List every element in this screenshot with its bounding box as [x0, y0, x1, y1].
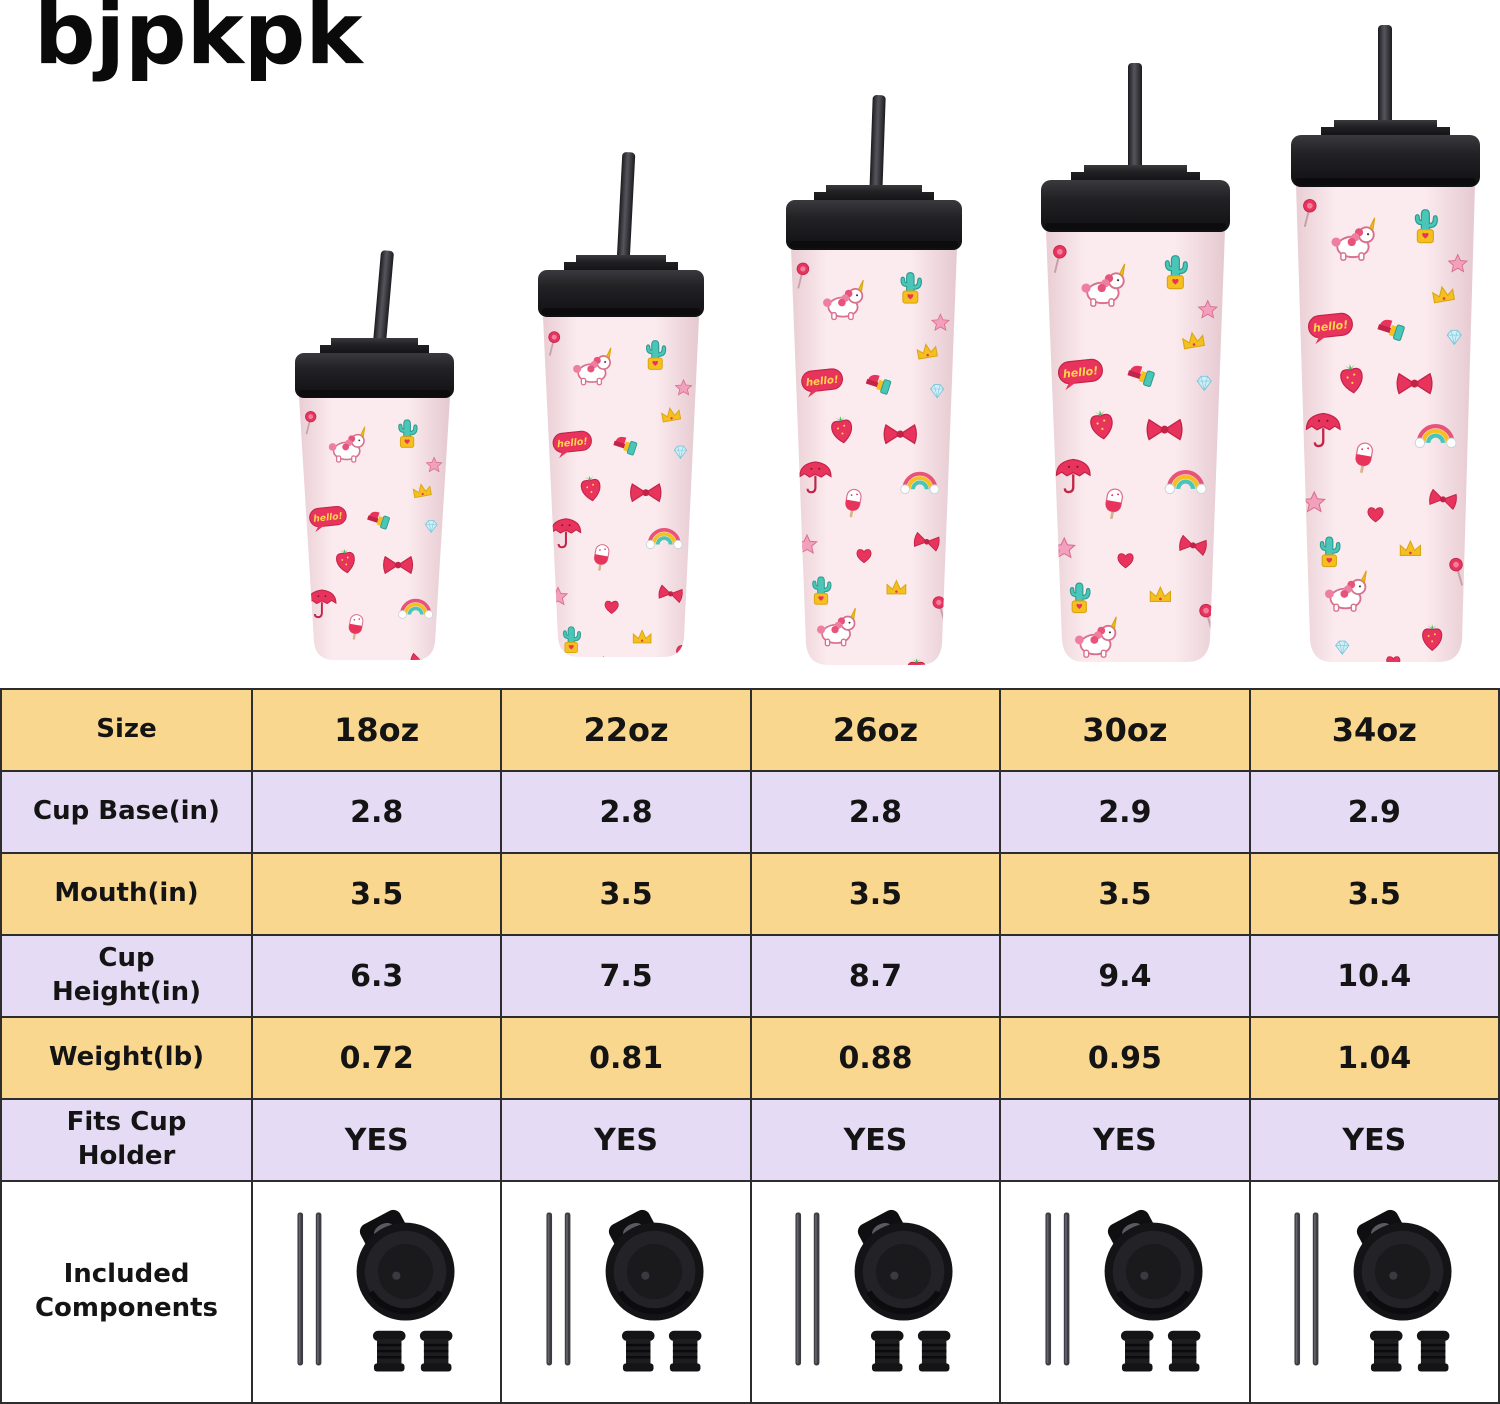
- included-components-cell: [1001, 1182, 1251, 1404]
- tumbler-18oz: [295, 250, 454, 660]
- included-components-cell: [253, 1182, 503, 1404]
- table-row-fits-cup-holder: Fits Cup Holder YES YES YES YES YES: [2, 1100, 1500, 1182]
- spec-value: 18oz: [253, 690, 503, 772]
- row-label-size: Size: [2, 690, 253, 772]
- straw-stopper-icon: [667, 1329, 703, 1373]
- included-components-cell: [751, 1182, 1002, 1404]
- flip-top-lid-icon: [855, 1207, 953, 1321]
- straw-stopper-icon: [870, 1329, 906, 1373]
- tumbler-body: [1296, 185, 1475, 662]
- metal-straws-icon: [297, 1212, 303, 1366]
- included-components-cell: [1250, 1182, 1500, 1404]
- straw-stopper-icon: [418, 1329, 454, 1373]
- spec-value: 3.5: [751, 854, 1002, 936]
- straw-stopper-icon: [1368, 1329, 1405, 1373]
- table-row-size: Size 18oz 22oz 26oz 30oz 34oz: [2, 690, 1500, 772]
- brand-logo: bjpkpk: [34, 0, 363, 84]
- straw-stopper-icon: [1415, 1329, 1452, 1373]
- spec-value: YES: [502, 1100, 752, 1182]
- spec-value: 10.4: [1250, 936, 1500, 1018]
- spec-value: 9.4: [1001, 936, 1251, 1018]
- tumbler-body: [1046, 230, 1225, 662]
- spec-value: YES: [253, 1100, 503, 1182]
- tumbler-body: [543, 317, 699, 657]
- included-components-image: [546, 1204, 728, 1373]
- flip-top-lid-icon: [606, 1207, 704, 1321]
- spec-value: 0.81: [502, 1018, 752, 1100]
- straw-stopper-icon: [620, 1329, 656, 1373]
- spec-value: 2.8: [253, 772, 503, 854]
- row-label-mouth: Mouth(in): [2, 854, 253, 936]
- spec-table: Size 18oz 22oz 26oz 30oz 34oz Cup Base(i…: [0, 688, 1500, 1404]
- straw-stopper-icon: [1166, 1329, 1202, 1373]
- spec-value: 26oz: [751, 690, 1002, 772]
- spec-value: YES: [1001, 1100, 1251, 1182]
- table-row-mouth: Mouth(in) 3.5 3.5 3.5 3.5 3.5: [2, 854, 1500, 936]
- tumbler-lid: [1041, 165, 1230, 232]
- table-row-weight: Weight(lb) 0.72 0.81 0.88 0.95 1.04: [2, 1018, 1500, 1100]
- flip-top-lid-icon: [356, 1207, 454, 1321]
- straw-stopper-icon: [1119, 1329, 1155, 1373]
- spec-value: YES: [1250, 1100, 1500, 1182]
- spec-value: 34oz: [1250, 690, 1500, 772]
- included-components-cell: [502, 1182, 752, 1404]
- straw-stopper-icon: [917, 1329, 953, 1373]
- flip-top-lid-icon: [1104, 1207, 1202, 1321]
- spec-value: 6.3: [253, 936, 503, 1018]
- tumbler-lid: [786, 185, 962, 250]
- spec-value: YES: [751, 1100, 1002, 1182]
- row-label-cup-base: Cup Base(in): [2, 772, 253, 854]
- included-components-image: [795, 1204, 977, 1373]
- spec-value: 22oz: [502, 690, 752, 772]
- tumbler-body: [791, 248, 957, 665]
- spec-value: 7.5: [502, 936, 752, 1018]
- tumbler-26oz: [786, 95, 962, 665]
- spec-value: 3.5: [1250, 854, 1500, 936]
- spec-value: 2.9: [1250, 772, 1500, 854]
- spec-value: 2.8: [751, 772, 1002, 854]
- tumbler-lid: [1291, 120, 1480, 187]
- spec-value: 3.5: [253, 854, 503, 936]
- row-label-cup-height: Cup Height(in): [2, 936, 253, 1018]
- tumbler-34oz: [1291, 25, 1480, 662]
- spec-value: 3.5: [502, 854, 752, 936]
- included-components-image: [1294, 1204, 1476, 1373]
- table-row-cup-height: Cup Height(in) 6.3 7.5 8.7 9.4 10.4: [2, 936, 1500, 1018]
- spec-value: 0.72: [253, 1018, 503, 1100]
- spec-value: 2.9: [1001, 772, 1251, 854]
- row-label-fits-cup-holder: Fits Cup Holder: [2, 1100, 253, 1182]
- included-components-image: [1045, 1204, 1227, 1373]
- spec-value: 3.5: [1001, 854, 1251, 936]
- metal-straws-icon: [1045, 1212, 1051, 1366]
- spec-value: 8.7: [751, 936, 1002, 1018]
- metal-straws-icon: [546, 1212, 553, 1366]
- spec-value: 1.04: [1250, 1018, 1500, 1100]
- flip-top-lid-icon: [1354, 1207, 1452, 1321]
- spec-value: 2.8: [502, 772, 752, 854]
- tumbler-lid: [295, 338, 454, 398]
- table-row-cup-base: Cup Base(in) 2.8 2.8 2.8 2.9 2.9: [2, 772, 1500, 854]
- tumbler-lid: [538, 255, 704, 317]
- row-label-weight: Weight(lb): [2, 1018, 253, 1100]
- tumbler-body: [299, 397, 450, 660]
- tumbler-22oz: [538, 152, 704, 657]
- spec-value: 30oz: [1001, 690, 1251, 772]
- row-label-included-components: Included Components: [2, 1182, 253, 1404]
- table-row-included-components: Included Components: [2, 1182, 1500, 1404]
- spec-value: 0.95: [1001, 1018, 1251, 1100]
- spec-value: 0.88: [751, 1018, 1002, 1100]
- metal-straws-icon: [795, 1212, 802, 1366]
- straw-stopper-icon: [371, 1329, 407, 1373]
- metal-straws-icon: [1294, 1212, 1301, 1366]
- tumbler-30oz: [1041, 63, 1230, 662]
- included-components-image: [297, 1204, 479, 1373]
